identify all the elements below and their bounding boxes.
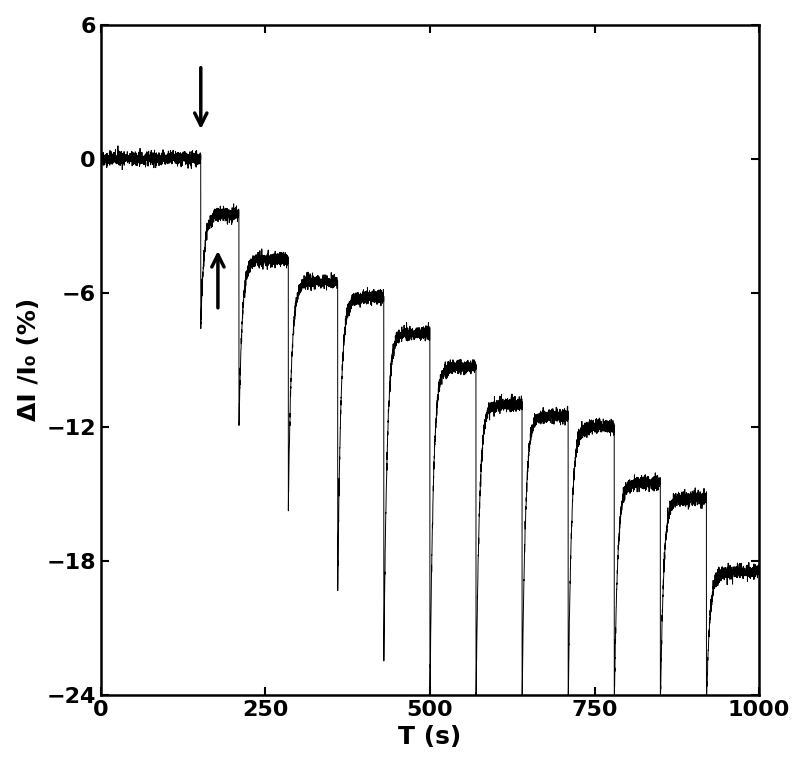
- X-axis label: T (s): T (s): [399, 725, 462, 749]
- Y-axis label: ΔI /I₀ (%): ΔI /I₀ (%): [17, 298, 40, 421]
